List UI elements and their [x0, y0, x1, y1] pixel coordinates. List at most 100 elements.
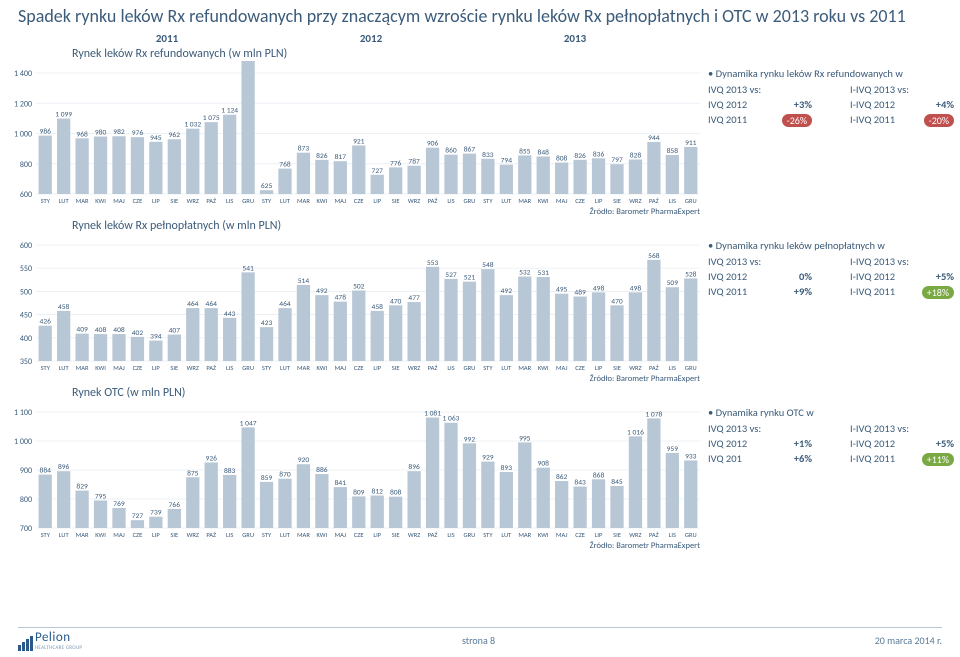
svg-text:408: 408: [113, 326, 125, 335]
svg-text:WRZ: WRZ: [408, 531, 420, 539]
svg-text:498: 498: [593, 284, 605, 293]
svg-text:394: 394: [150, 332, 162, 341]
svg-text:LIP: LIP: [152, 364, 160, 372]
svg-text:1 075: 1 075: [203, 114, 220, 123]
svg-text:553: 553: [427, 258, 439, 267]
svg-text:350: 350: [20, 357, 32, 367]
svg-text:945: 945: [150, 133, 162, 142]
svg-text:464: 464: [187, 300, 199, 309]
chart-svg-0: 6008001 0001 2001 400986STY1 099LUT968MA…: [4, 61, 704, 206]
svg-text:768: 768: [279, 160, 291, 169]
svg-text:LIS: LIS: [669, 364, 676, 372]
svg-text:402: 402: [132, 328, 144, 337]
svg-text:LIS: LIS: [447, 531, 454, 539]
chart-block-0: Rynek leków Rx refundowanych (w mln PLN)…: [0, 47, 960, 217]
svg-text:GRU: GRU: [464, 364, 476, 372]
svg-text:862: 862: [556, 473, 568, 482]
svg-text:492: 492: [501, 287, 513, 296]
svg-text:550: 550: [20, 264, 32, 274]
svg-text:MAJ: MAJ: [113, 197, 124, 205]
svg-text:992: 992: [464, 435, 476, 444]
svg-text:MAR: MAR: [297, 531, 310, 539]
svg-text:443: 443: [224, 309, 236, 318]
svg-text:502: 502: [353, 282, 365, 291]
svg-text:776: 776: [390, 159, 402, 168]
svg-text:SIE: SIE: [170, 531, 178, 539]
svg-text:SIE: SIE: [613, 531, 621, 539]
svg-text:KWI: KWI: [538, 197, 549, 205]
svg-text:GRU: GRU: [685, 197, 697, 205]
svg-text:498: 498: [630, 284, 642, 293]
svg-text:SIE: SIE: [613, 197, 621, 205]
svg-text:MAR: MAR: [76, 364, 89, 372]
svg-text:423: 423: [261, 319, 273, 328]
svg-text:GRU: GRU: [242, 197, 254, 205]
svg-text:LIP: LIP: [373, 531, 381, 539]
svg-text:STY: STY: [41, 531, 51, 539]
footer-page: strona 8: [462, 634, 495, 647]
svg-text:860: 860: [445, 146, 457, 155]
chart-side-1: • Dynamika rynku leków pełnopłatnych wIV…: [704, 233, 954, 300]
svg-text:LUT: LUT: [59, 531, 70, 539]
svg-text:LUT: LUT: [59, 197, 70, 205]
svg-text:SIE: SIE: [613, 364, 621, 372]
svg-text:KWI: KWI: [317, 197, 328, 205]
svg-text:CZE: CZE: [354, 531, 364, 539]
svg-text:SIE: SIE: [392, 364, 400, 372]
footer: Pelion HEALTHCARE GROUP strona 8 20 marc…: [0, 627, 960, 657]
svg-text:STY: STY: [41, 197, 51, 205]
svg-text:SIE: SIE: [170, 364, 178, 372]
chart-svg-2: 7008009001 0001 100884STY896LUT829MAR795…: [4, 400, 704, 540]
svg-text:WRZ: WRZ: [187, 197, 199, 205]
svg-text:848: 848: [538, 148, 550, 157]
svg-text:1 099: 1 099: [55, 110, 72, 119]
svg-text:LIP: LIP: [595, 531, 603, 539]
svg-text:LIP: LIP: [595, 364, 603, 372]
svg-text:MAR: MAR: [518, 531, 531, 539]
svg-text:826: 826: [574, 151, 586, 160]
svg-text:514: 514: [298, 276, 310, 285]
svg-text:GRU: GRU: [242, 364, 254, 372]
svg-text:1 400: 1 400: [14, 69, 32, 79]
svg-text:WRZ: WRZ: [187, 364, 199, 372]
year-header-row: 2011 2012 2013: [0, 28, 670, 45]
svg-text:WRZ: WRZ: [187, 531, 199, 539]
svg-text:769: 769: [113, 500, 125, 509]
svg-text:926: 926: [206, 454, 218, 463]
svg-text:795: 795: [95, 492, 107, 501]
svg-text:GRU: GRU: [464, 197, 476, 205]
svg-text:906: 906: [427, 139, 439, 148]
svg-text:LUT: LUT: [280, 364, 291, 372]
svg-text:800: 800: [20, 495, 32, 505]
svg-text:982: 982: [113, 128, 125, 137]
svg-text:LIP: LIP: [373, 197, 381, 205]
svg-text:STY: STY: [483, 197, 493, 205]
svg-text:929: 929: [482, 453, 494, 462]
svg-text:MAR: MAR: [76, 197, 89, 205]
svg-text:CZE: CZE: [354, 364, 364, 372]
svg-text:489: 489: [574, 288, 586, 297]
svg-text:521: 521: [464, 273, 476, 282]
svg-text:LIS: LIS: [226, 197, 233, 205]
svg-text:LUT: LUT: [501, 531, 512, 539]
svg-text:WRZ: WRZ: [408, 364, 420, 372]
chart-block-2: Rynek OTC (w mln PLN) 7008009001 0001 10…: [0, 386, 960, 551]
footer-date: 20 marca 2014 r.: [875, 634, 942, 647]
svg-text:KWI: KWI: [95, 364, 106, 372]
svg-text:1 081: 1 081: [424, 409, 441, 418]
svg-text:700: 700: [20, 524, 32, 534]
svg-text:933: 933: [685, 452, 697, 461]
svg-text:727: 727: [372, 166, 384, 175]
svg-text:812: 812: [372, 487, 384, 496]
chart-svg-1: 350400450500550600426STY458LUT409MAR408K…: [4, 233, 704, 373]
svg-text:809: 809: [353, 488, 365, 497]
svg-text:980: 980: [95, 128, 107, 137]
svg-text:527: 527: [445, 270, 457, 279]
svg-text:CZE: CZE: [575, 364, 585, 372]
svg-text:408: 408: [95, 326, 107, 335]
svg-text:962: 962: [169, 131, 181, 140]
svg-text:739: 739: [150, 508, 162, 517]
svg-text:MAR: MAR: [76, 531, 89, 539]
svg-text:833: 833: [482, 150, 494, 159]
svg-text:829: 829: [76, 482, 88, 491]
